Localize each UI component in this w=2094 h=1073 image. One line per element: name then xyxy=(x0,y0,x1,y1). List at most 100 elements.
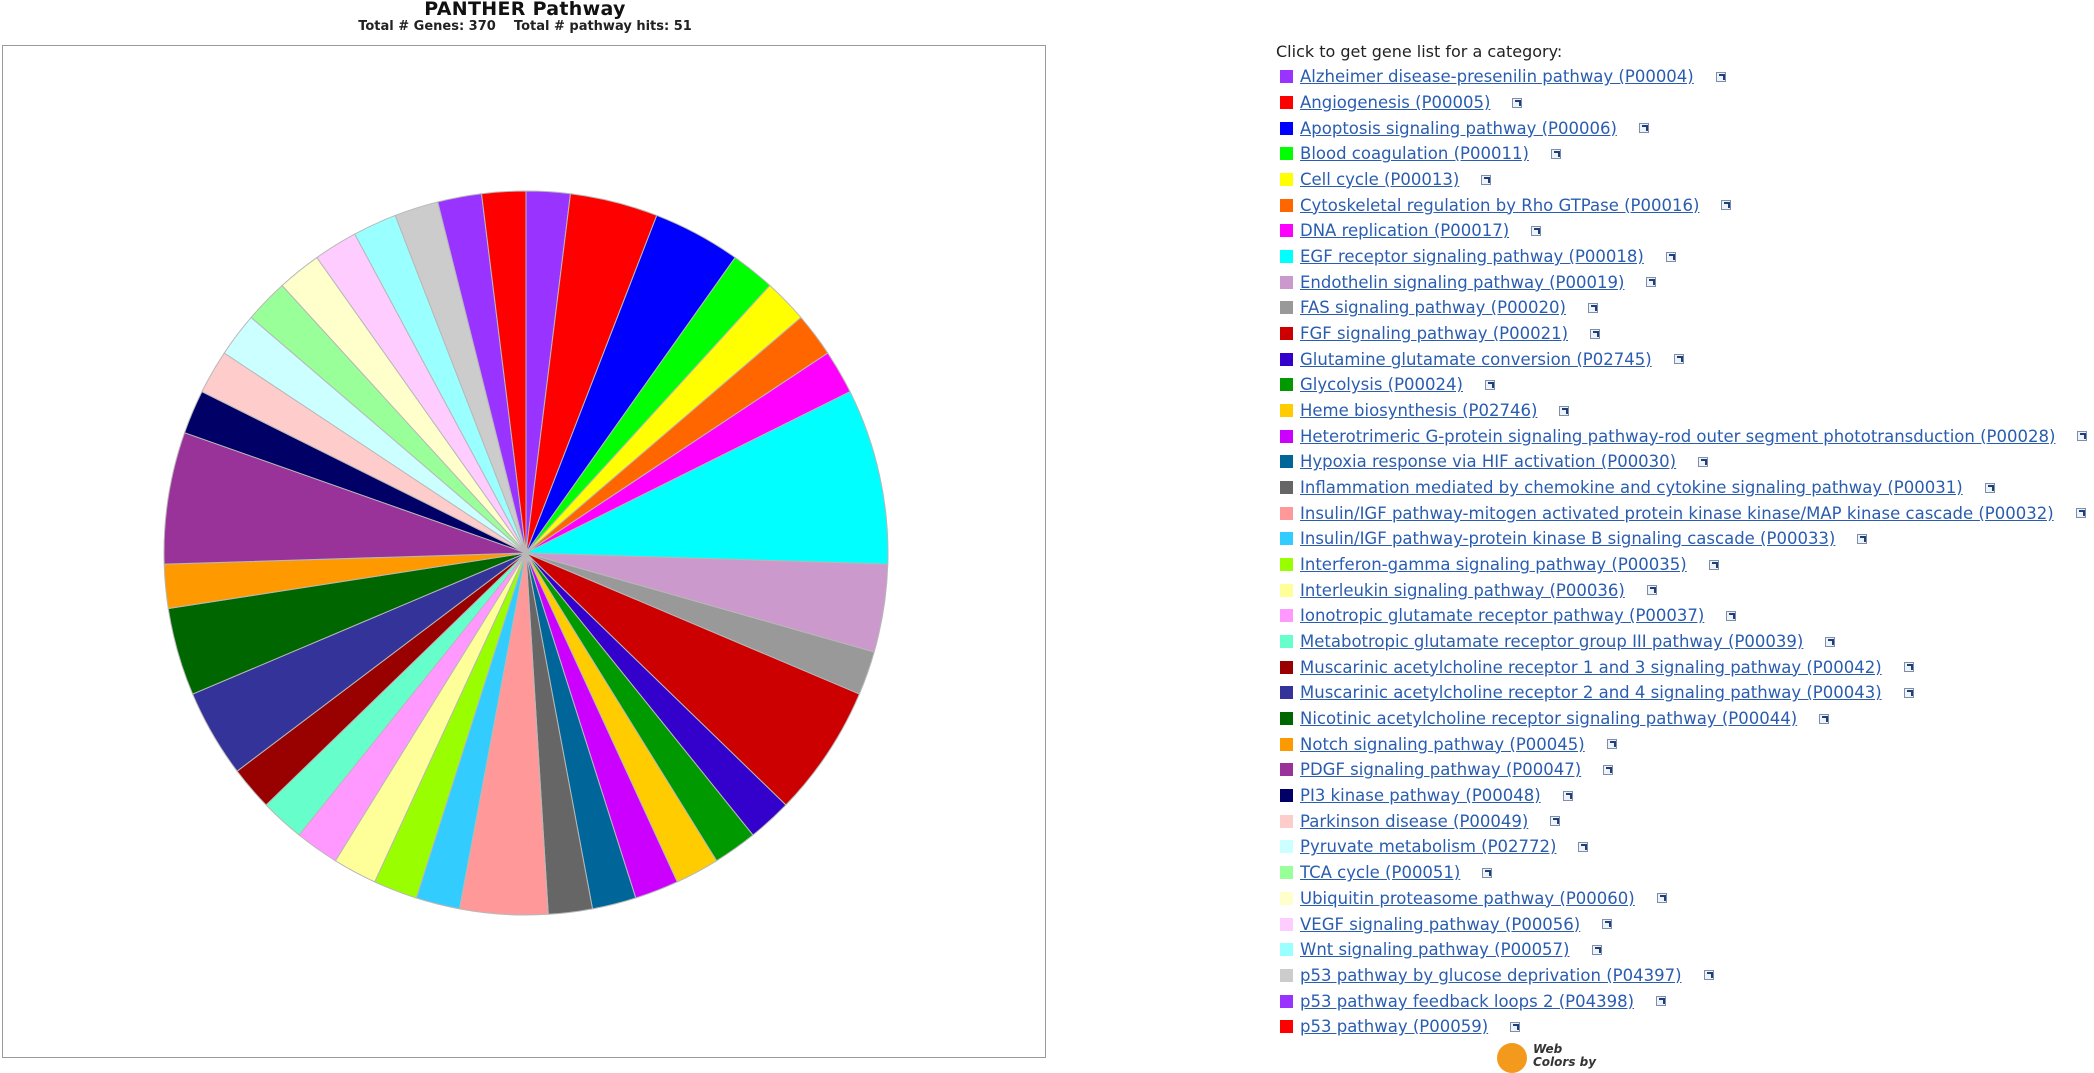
external-link-icon[interactable] xyxy=(1481,174,1492,185)
legend-swatch xyxy=(1280,327,1293,341)
legend-swatch xyxy=(1280,70,1293,84)
legend-category-link[interactable]: Hypoxia response via HIF activation (P00… xyxy=(1300,452,1677,472)
external-link-icon[interactable] xyxy=(1721,200,1732,211)
external-link-icon[interactable] xyxy=(1562,790,1573,801)
legend-item: Interleukin signaling pathway (P00036) xyxy=(1276,577,2087,603)
external-link-icon[interactable] xyxy=(2077,431,2088,442)
legend-item: p53 pathway by glucose deprivation (P043… xyxy=(1276,963,2087,989)
external-link-icon[interactable] xyxy=(1550,148,1561,159)
legend-category-link[interactable]: Inflammation mediated by chemokine and c… xyxy=(1300,478,1963,498)
external-link-icon[interactable] xyxy=(1984,482,1995,493)
pie-slice[interactable] xyxy=(525,390,889,565)
external-link-icon[interactable] xyxy=(1588,302,1598,313)
external-link-icon[interactable] xyxy=(1646,585,1657,596)
pie-slice[interactable] xyxy=(480,190,527,554)
legend-category-link[interactable]: Pyruvate metabolism (P02772) xyxy=(1300,837,1557,857)
legend-category-link[interactable]: p53 pathway (P00059) xyxy=(1300,1017,1489,1037)
legend-category-link[interactable]: Interleukin signaling pathway (P00036) xyxy=(1300,580,1625,600)
legend-category-link[interactable]: Ionotropic glutamate receptor pathway (P… xyxy=(1300,606,1705,626)
legend-swatch xyxy=(1280,789,1293,803)
external-link-icon[interactable] xyxy=(1703,970,1714,981)
external-link-icon[interactable] xyxy=(1531,225,1542,236)
legend-category-link[interactable]: Heterotrimeric G-protein signaling pathw… xyxy=(1300,426,2056,446)
legend-swatch xyxy=(1280,96,1293,109)
pie-slice[interactable] xyxy=(525,552,861,806)
legend-category-link[interactable]: VEGF signaling pathway (P00056) xyxy=(1300,914,1581,934)
external-link-icon[interactable] xyxy=(1726,610,1737,621)
legend-category-link[interactable]: Angiogenesis (P00005) xyxy=(1300,93,1491,112)
logo-line-1: Web xyxy=(1533,1042,1563,1056)
legend-item: TCA cycle (P00051) xyxy=(1276,860,2087,886)
legend-item: FGF signaling pathway (P00021) xyxy=(1276,321,2087,347)
legend-swatch xyxy=(1280,994,1293,1008)
external-link-icon[interactable] xyxy=(1903,687,1914,698)
legend-category-link[interactable]: FGF signaling pathway (P00021) xyxy=(1300,324,1569,344)
legend-category-link[interactable]: Notch signaling pathway (P00045) xyxy=(1300,734,1585,754)
external-link-icon[interactable] xyxy=(1550,816,1561,827)
legend-category-link[interactable]: Insulin/IGF pathway-mitogen activated pr… xyxy=(1300,503,2054,523)
legend-category-link[interactable]: p53 pathway by glucose deprivation (P043… xyxy=(1300,965,1682,985)
external-link-icon[interactable] xyxy=(1715,71,1726,82)
legend-item: Insulin/IGF pathway-protein kinase B sig… xyxy=(1276,526,2087,552)
external-link-icon[interactable] xyxy=(1591,944,1602,955)
legend-category-link[interactable]: Cytoskeletal regulation by Rho GTPase (P… xyxy=(1300,195,1700,215)
legend-category-link[interactable]: Alzheimer disease-presenilin pathway (P0… xyxy=(1300,67,1694,87)
legend-category-link[interactable]: Endothelin signaling pathway (P00019) xyxy=(1300,272,1625,292)
legend-category-link[interactable]: Wnt signaling pathway (P00057) xyxy=(1300,940,1570,960)
legend-category-link[interactable]: EGF receptor signaling pathway (P00018) xyxy=(1300,247,1644,267)
external-link-icon[interactable] xyxy=(1656,996,1667,1007)
legend-category-link[interactable]: Parkinson disease (P00049) xyxy=(1300,811,1529,831)
legend-item: Muscarinic acetylcholine receptor 2 and … xyxy=(1276,680,2087,706)
external-link-icon[interactable] xyxy=(1638,123,1649,134)
legend-item: Ubiquitin proteasome pathway (P00060) xyxy=(1276,886,2087,912)
external-link-icon[interactable] xyxy=(1606,739,1617,750)
legend-category-link[interactable]: Glutamine glutamate conversion (P02745) xyxy=(1300,349,1652,369)
legend-item: Nicotinic acetylcholine receptor signali… xyxy=(1276,706,2087,732)
external-link-icon[interactable] xyxy=(1857,533,1868,544)
legend-category-link[interactable]: Ubiquitin proteasome pathway (P00060) xyxy=(1300,888,1635,908)
legend-category-link[interactable]: Insulin/IGF pathway-protein kinase B sig… xyxy=(1300,529,1836,549)
legend-swatch xyxy=(1280,224,1293,238)
legend-category-link[interactable]: Metabotropic glutamate receptor group II… xyxy=(1300,632,1804,652)
legend-category-link[interactable]: Muscarinic acetylcholine receptor 2 and … xyxy=(1300,683,1882,703)
external-link-icon[interactable] xyxy=(1656,893,1667,904)
legend-swatch xyxy=(1280,917,1293,931)
legend-category-link[interactable]: PDGF signaling pathway (P00047) xyxy=(1300,760,1582,780)
legend-category-link[interactable]: Blood coagulation (P00011) xyxy=(1300,144,1529,164)
external-link-icon[interactable] xyxy=(1698,456,1709,467)
external-link-icon[interactable] xyxy=(1825,636,1836,647)
legend-category-link[interactable]: Glycolysis (P00024) xyxy=(1300,375,1463,395)
legend-category-link[interactable]: Interferon-gamma signaling pathway (P000… xyxy=(1300,555,1687,575)
pie-slice[interactable] xyxy=(163,432,527,565)
external-link-icon[interactable] xyxy=(1708,559,1719,570)
external-link-icon[interactable] xyxy=(1819,713,1830,724)
external-link-icon[interactable] xyxy=(1673,354,1684,365)
legend-swatch xyxy=(1280,404,1293,418)
external-link-icon[interactable] xyxy=(1559,405,1570,416)
legend-swatch xyxy=(1280,943,1293,957)
legend-category-link[interactable]: Cell cycle (P00013) xyxy=(1300,170,1460,190)
external-link-icon[interactable] xyxy=(1578,841,1589,852)
legend-category-link[interactable]: Muscarinic acetylcholine receptor 1 and … xyxy=(1300,657,1882,677)
legend-category-link[interactable]: Nicotinic acetylcholine receptor signali… xyxy=(1300,709,1798,729)
external-link-icon[interactable] xyxy=(1903,662,1914,673)
legend-category-link[interactable]: Apoptosis signaling pathway (P00006) xyxy=(1300,118,1617,138)
legend-category-link[interactable]: PI3 kinase pathway (P00048) xyxy=(1300,786,1541,806)
external-link-icon[interactable] xyxy=(1512,97,1523,108)
external-link-icon[interactable] xyxy=(1482,867,1493,878)
legend-category-link[interactable]: TCA cycle (P00051) xyxy=(1300,863,1461,883)
legend-category-link[interactable]: p53 pathway feedback loops 2 (P04398) xyxy=(1300,991,1635,1011)
external-link-icon[interactable] xyxy=(1590,328,1601,339)
external-link-icon[interactable] xyxy=(1665,251,1676,262)
external-link-icon[interactable] xyxy=(2075,508,2086,519)
external-link-icon[interactable] xyxy=(1646,277,1657,288)
legend-category-link[interactable]: DNA replication (P00017) xyxy=(1300,221,1510,241)
legend-category-link[interactable]: Heme biosynthesis (P02746) xyxy=(1300,401,1538,421)
external-link-icon[interactable] xyxy=(1485,379,1495,390)
external-link-icon[interactable] xyxy=(1602,919,1613,929)
external-link-icon[interactable] xyxy=(1603,764,1614,775)
external-link-icon[interactable] xyxy=(1510,1021,1521,1032)
legend-swatch xyxy=(1280,301,1293,315)
legend-item: Interferon-gamma signaling pathway (P000… xyxy=(1276,552,2087,578)
legend-category-link[interactable]: FAS signaling pathway (P00020) xyxy=(1300,298,1566,318)
